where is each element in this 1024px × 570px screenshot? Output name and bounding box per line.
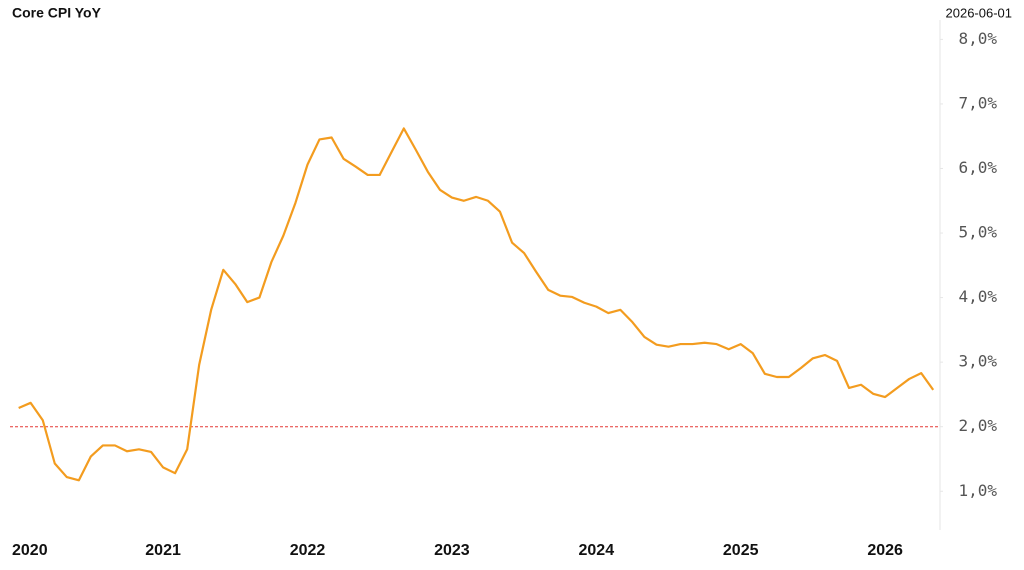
x-tick-label: 2022 [290,542,326,559]
date-label: 2026-06-01 [946,5,1013,20]
y-tick-label: 3,0% [958,352,997,371]
line-series [18,127,935,482]
x-tick-label: 2021 [145,542,181,559]
x-tick-label: 2026 [867,542,903,559]
y-tick-label: 8,0% [958,29,997,48]
x-tick-label: 2024 [579,542,615,559]
y-tick-label: 2,0% [958,416,997,435]
y-tick-label: 7,0% [958,93,997,112]
x-tick-label: 2020 [12,542,48,559]
y-tick-label: 6,0% [958,158,997,177]
x-tick-label: 2023 [434,542,470,559]
x-tick-label: 2025 [723,542,759,559]
y-tick-label: 1,0% [958,481,997,500]
y-tick-label: 4,0% [958,287,997,306]
y-tick-label: 5,0% [958,223,997,242]
chart-title: Core CPI YoY [12,5,102,21]
